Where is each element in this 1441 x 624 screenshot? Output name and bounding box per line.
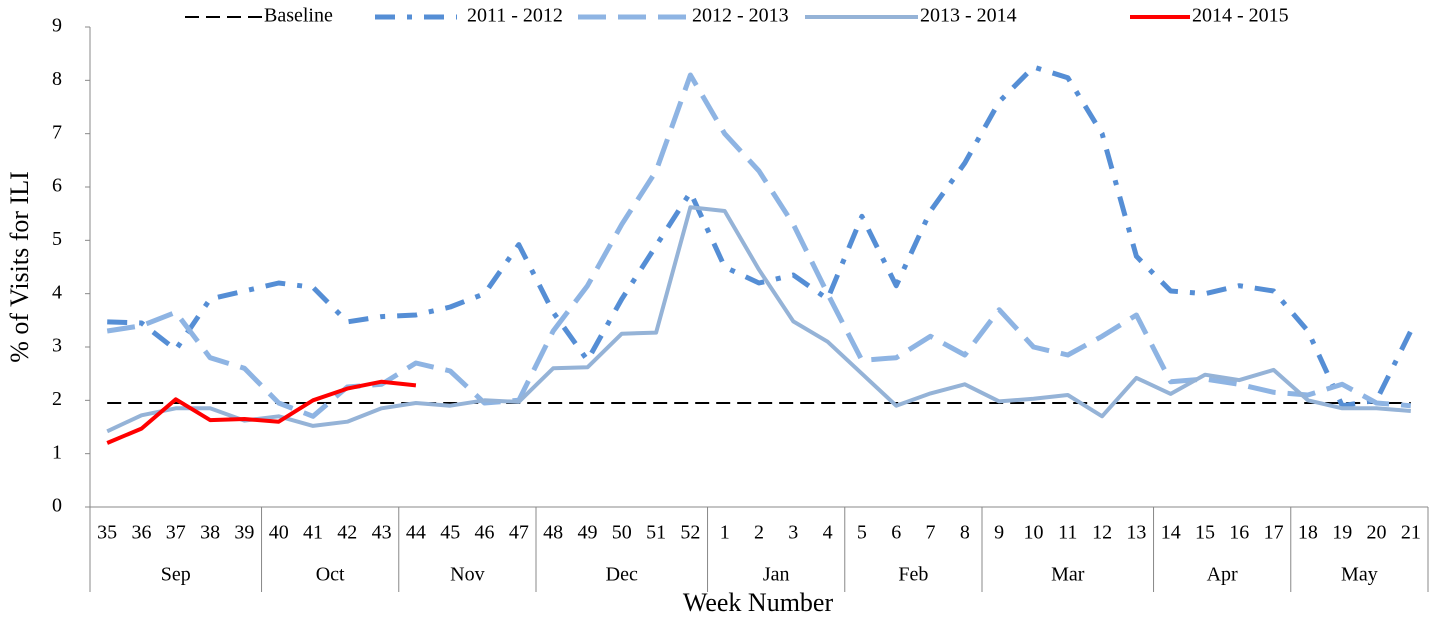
legend-label: 2013 - 2014: [920, 5, 1017, 27]
x-tick-label: 36: [131, 522, 151, 544]
x-tick-label: 41: [303, 522, 323, 544]
x-tick-label: 14: [1161, 522, 1181, 544]
y-tick-label: 5: [52, 228, 62, 250]
y-tick-label: 1: [52, 441, 62, 463]
x-group-label: Jan: [763, 564, 790, 586]
x-tick-label: 3: [788, 522, 798, 544]
x-tick-label: 12: [1092, 522, 1112, 544]
x-tick-label: 13: [1126, 522, 1146, 544]
series-line: [106, 379, 417, 445]
x-group-label: Sep: [161, 564, 191, 586]
x-tick-label: 51: [646, 522, 666, 544]
x-group-label: Dec: [606, 564, 638, 586]
x-tick-label: 4: [823, 522, 833, 544]
x-tick-label: 42: [337, 522, 357, 544]
y-tick-label: 9: [52, 15, 62, 37]
x-tick-label: 19: [1332, 522, 1352, 544]
x-group-label: Feb: [898, 564, 928, 586]
x-tick-label: 48: [543, 522, 563, 544]
y-tick-label: 2: [52, 388, 62, 410]
y-tick-label: 4: [52, 281, 62, 303]
x-tick-label: 47: [509, 522, 529, 544]
legend-label: 2012 - 2013: [692, 5, 789, 27]
x-tick-label: 1: [720, 522, 730, 544]
x-tick-label: 8: [960, 522, 970, 544]
x-tick-label: 17: [1264, 522, 1284, 544]
y-tick-label: 8: [52, 68, 62, 90]
x-tick-label: 49: [577, 522, 597, 544]
x-tick-label: 21: [1401, 522, 1421, 544]
x-tick-label: 18: [1298, 522, 1318, 544]
x-tick-label: 35: [97, 522, 117, 544]
x-group-label: May: [1341, 564, 1378, 586]
x-tick-label: 37: [166, 522, 186, 544]
legend-label: Baseline: [264, 5, 333, 27]
x-group-label: Nov: [450, 564, 484, 586]
x-tick-label: 40: [269, 522, 289, 544]
x-tick-label: 38: [200, 522, 220, 544]
legend-label: 2014 - 2015: [1192, 5, 1289, 27]
legend-label: 2011 - 2012: [467, 5, 563, 27]
x-tick-label: 50: [612, 522, 632, 544]
x-tick-label: 10: [1023, 522, 1043, 544]
series-line: [106, 205, 1411, 434]
x-axis-title: Week Number: [683, 588, 834, 617]
x-tick-label: 39: [234, 522, 254, 544]
x-tick-label: 20: [1367, 522, 1387, 544]
x-group-label: Apr: [1207, 564, 1238, 586]
y-tick-label: 0: [52, 495, 62, 517]
y-tick-label: 7: [52, 121, 62, 143]
x-tick-label: 9: [994, 522, 1004, 544]
x-group-label: Mar: [1051, 564, 1085, 586]
x-tick-label: 2: [754, 522, 764, 544]
x-tick-label: 43: [372, 522, 392, 544]
series-line: [107, 64, 1414, 409]
x-tick-label: 15: [1195, 522, 1215, 544]
y-axis-title: % of Visits for ILI: [5, 171, 34, 362]
x-tick-label: 16: [1229, 522, 1249, 544]
series-line: [106, 72, 1411, 419]
x-tick-label: 45: [440, 522, 460, 544]
x-tick-label: 46: [475, 522, 495, 544]
x-tick-label: 52: [680, 522, 700, 544]
x-tick-label: 11: [1058, 522, 1077, 544]
x-tick-label: 6: [891, 522, 901, 544]
x-group-label: Oct: [316, 564, 345, 586]
x-tick-label: 5: [857, 522, 867, 544]
x-tick-label: 44: [406, 522, 426, 544]
y-tick-label: 6: [52, 175, 62, 197]
x-tick-label: 7: [926, 522, 936, 544]
y-tick-label: 3: [52, 335, 62, 357]
